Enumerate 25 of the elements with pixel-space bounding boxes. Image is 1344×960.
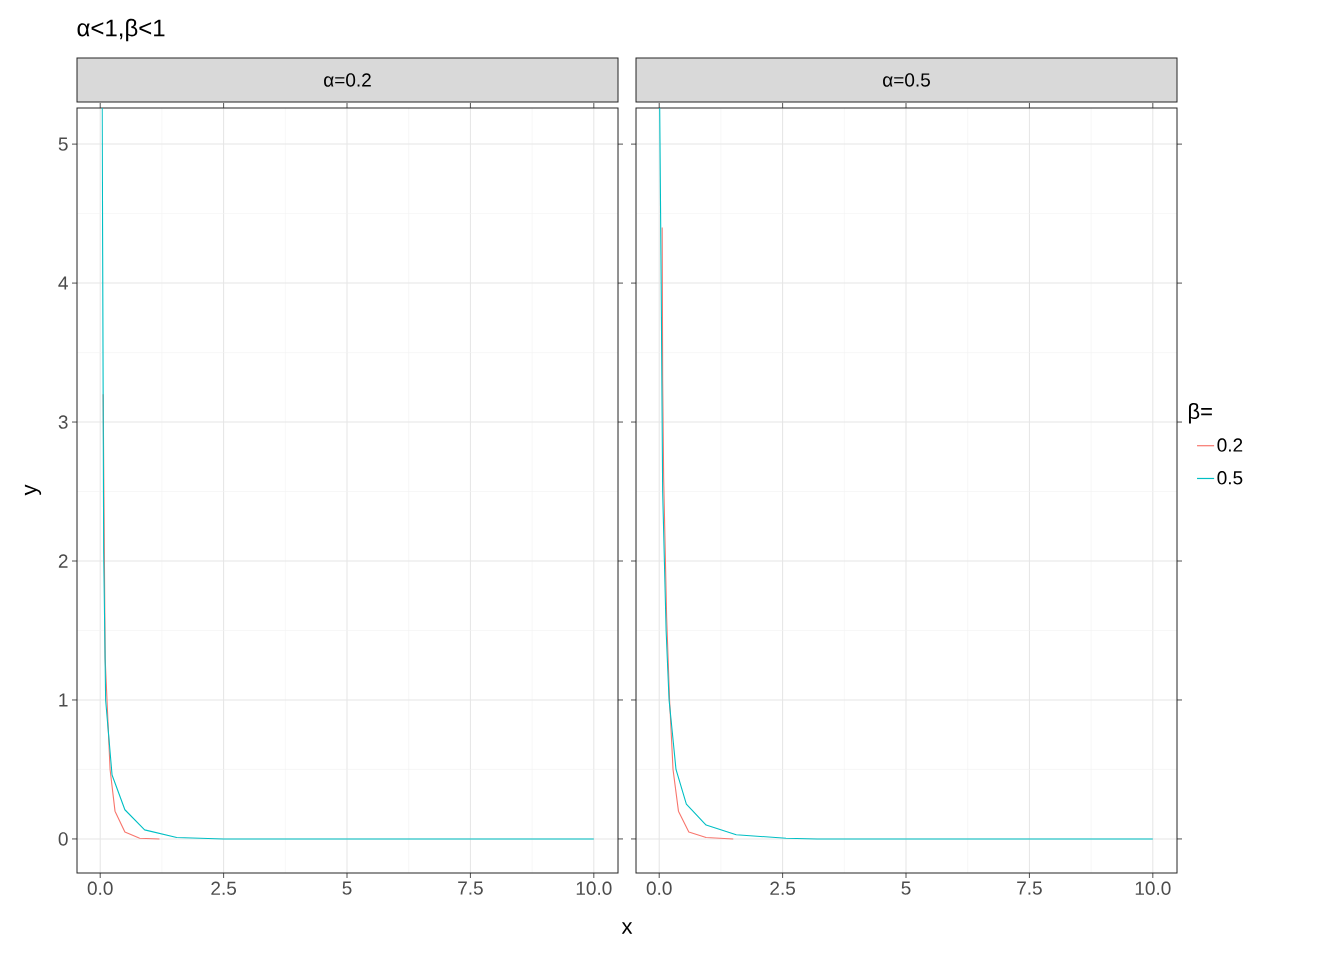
chart-subtitle: α=0.5 [883,73,930,87]
x-tick-label: 7.5 [458,881,483,895]
x-tick-label: 10.0 [1135,881,1171,895]
x-tick-label: 10.0 [576,881,612,895]
y-tick-label: 4 [58,276,68,290]
x-tick-label: 2.5 [770,881,796,895]
x-tick-label: 5 [901,881,911,895]
chart-subtitle: α=0.2 [324,73,371,87]
legend-label: 0.5 [1217,471,1243,485]
chart-title: α<1,β<1 [77,18,165,42]
x-tick-label: 2.5 [211,881,237,895]
x-tick-label: 0.0 [646,881,672,895]
legend-title: β= [1188,402,1212,424]
x-tick-label: 7.5 [1017,881,1042,895]
y-tick-label: 3 [58,415,68,429]
y-tick-label: 5 [58,137,68,151]
legend-label: 0.2 [1217,438,1243,452]
y-tick-label: 0 [58,832,68,846]
y-tick-label: 2 [58,554,68,568]
line-series [101,107,595,840]
x-axis-title: x [621,922,633,934]
x-tick-label: 0.0 [87,881,113,895]
y-tick-label: 1 [59,693,68,707]
y-axis-title: y [24,484,42,496]
x-tick-label: 5 [342,881,352,895]
